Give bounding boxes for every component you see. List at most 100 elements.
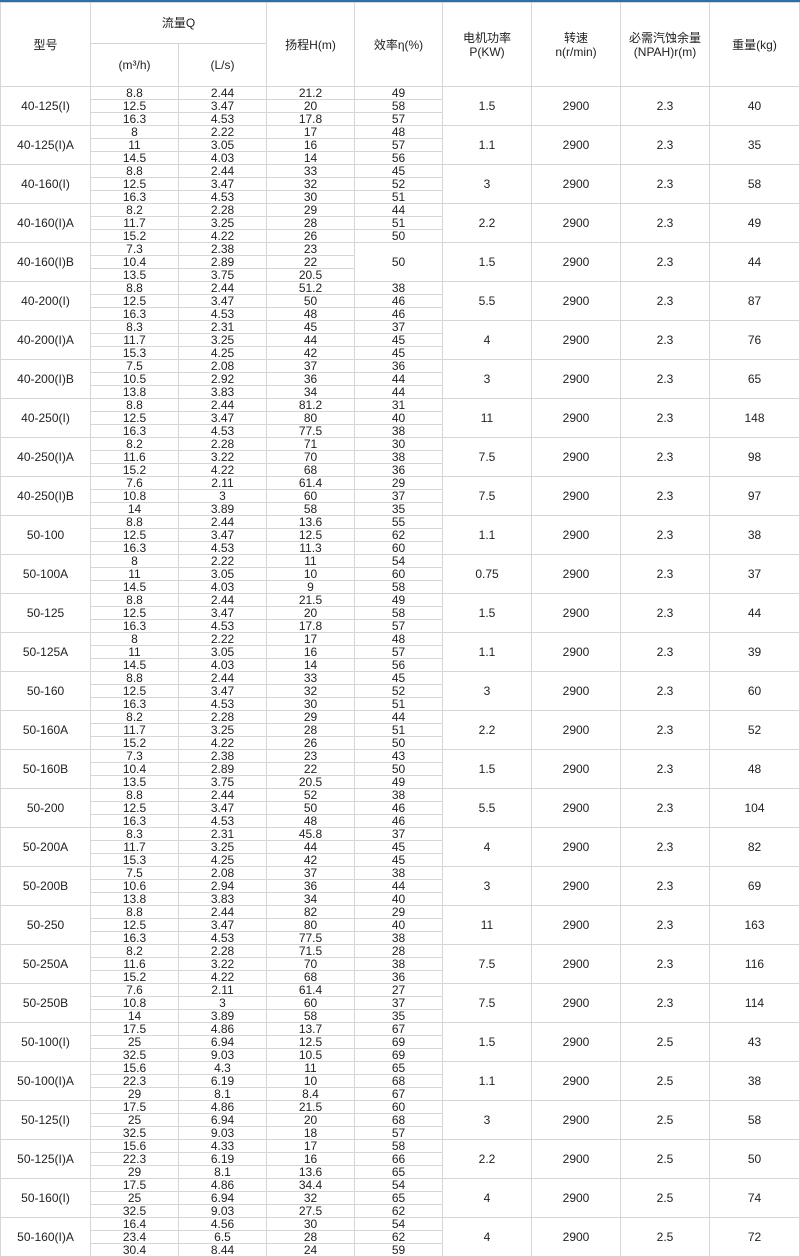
weight-cell: 58 <box>709 164 800 204</box>
efficiency-cell: 50 <box>354 736 443 750</box>
flow-m3h-cell: 8.2 <box>90 944 179 958</box>
table-row: 32.5 9.03 10.5 69 <box>1 1048 800 1062</box>
weight-cell: 58 <box>709 1100 800 1140</box>
npsh-cell: 2.3 <box>620 944 710 984</box>
model-cell: 50-100A <box>0 554 91 594</box>
head-cell: 28 <box>266 1230 355 1244</box>
speed-cell: 2900 <box>531 1061 621 1101</box>
speed-cell: 2900 <box>531 944 621 984</box>
flow-m3h-cell: 12.5 <box>90 684 179 698</box>
table-row: 50-125 8.8 2.44 21.5 49 1.5 2900 2.3 44 <box>0 593 800 633</box>
flow-ls-cell: 6.94 <box>178 1113 267 1127</box>
power-cell: 4 <box>442 1178 532 1218</box>
flow-ls-cell: 4.22 <box>178 970 267 984</box>
efficiency-cell: 44 <box>354 372 443 386</box>
weight-cell: 44 <box>709 242 800 282</box>
npsh-cell: 2.3 <box>620 359 710 399</box>
flow-ls-cell: 9.03 <box>178 1126 267 1140</box>
head-cell: 68 <box>266 970 355 984</box>
power-cell: 7.5 <box>442 944 532 984</box>
head-cell: 9 <box>266 580 355 594</box>
header-npsh-label: 必需汽蚀余量 <box>628 30 701 45</box>
head-cell: 82 <box>266 905 355 919</box>
flow-ls-cell: 3 <box>178 489 267 503</box>
weight-cell: 76 <box>709 320 800 360</box>
flow-ls-cell: 8.1 <box>178 1087 267 1101</box>
efficiency-cell: 68 <box>354 1074 443 1088</box>
flow-ls-cell: 2.44 <box>178 905 267 919</box>
head-cell: 23 <box>266 749 355 763</box>
speed-cell: 2900 <box>531 1178 621 1218</box>
flow-m3h-cell: 30.4 <box>90 1243 179 1257</box>
flow-m3h-cell: 16.3 <box>90 112 179 126</box>
flow-ls-cell: 3 <box>178 996 267 1010</box>
flow-m3h-cell: 12.5 <box>90 606 179 620</box>
npsh-cell: 2.3 <box>620 749 710 789</box>
efficiency-cell: 38 <box>354 931 443 945</box>
head-cell: 16 <box>266 645 355 659</box>
table-header: 型号 流量Q 扬程H(m) 效率η(%) 电机功率 P(KW) 转速 n(r/m… <box>0 2 800 87</box>
efficiency-cell: 29 <box>354 476 443 490</box>
flow-ls-cell: 6.19 <box>178 1074 267 1088</box>
power-cell: 11 <box>442 398 532 438</box>
efficiency-cell: 57 <box>354 138 443 152</box>
npsh-cell: 2.3 <box>620 125 710 165</box>
flow-m3h-cell: 7.5 <box>90 359 179 373</box>
efficiency-cell: 50 <box>354 242 443 282</box>
flow-m3h-cell: 16.3 <box>90 814 179 828</box>
efficiency-cell: 37 <box>354 320 443 334</box>
efficiency-cell: 54 <box>354 554 443 568</box>
head-cell: 20 <box>266 99 355 113</box>
power-cell: 1.1 <box>442 125 532 165</box>
table-row: 40-125(I)A 8 2.22 17 48 1.1 2900 2.3 35 <box>0 125 800 165</box>
power-cell: 5.5 <box>442 788 532 828</box>
flow-m3h-cell: 15.2 <box>90 736 179 750</box>
model-cell: 50-160(I)A <box>0 1217 91 1257</box>
flow-m3h-cell: 16.4 <box>90 1217 179 1231</box>
efficiency-cell: 40 <box>354 892 443 906</box>
flow-m3h-cell: 8 <box>90 125 179 139</box>
head-cell: 44 <box>266 333 355 347</box>
flow-ls-cell: 4.3 <box>178 1061 267 1075</box>
flow-ls-cell: 2.38 <box>178 749 267 763</box>
table-row: 25 6.94 20 68 <box>1 1113 800 1127</box>
weight-cell: 44 <box>709 593 800 633</box>
head-cell: 22 <box>266 255 355 269</box>
efficiency-cell: 56 <box>354 151 443 165</box>
flow-m3h-cell: 13.8 <box>90 385 179 399</box>
efficiency-cell: 66 <box>354 1152 443 1166</box>
header-npsh-unit: (NPAH)r(m) <box>633 44 697 59</box>
flow-m3h-cell: 7.3 <box>90 749 179 763</box>
speed-cell: 2900 <box>531 164 621 204</box>
model-cell: 40-250(I)A <box>0 437 91 477</box>
speed-cell: 2900 <box>531 749 621 789</box>
head-cell: 16 <box>266 1152 355 1166</box>
flow-ls-cell: 3.75 <box>178 268 267 282</box>
efficiency-cell: 49 <box>354 775 443 789</box>
flow-m3h-cell: 22.3 <box>90 1152 179 1166</box>
head-cell: 32 <box>266 684 355 698</box>
speed-cell: 2900 <box>531 788 621 828</box>
flow-ls-cell: 4.25 <box>178 346 267 360</box>
flow-m3h-cell: 8.8 <box>90 905 179 919</box>
flow-ls-cell: 3.25 <box>178 840 267 854</box>
efficiency-cell: 43 <box>354 749 443 763</box>
weight-cell: 48 <box>709 749 800 789</box>
model-cell: 50-160B <box>0 749 91 789</box>
table-row: 14.5 4.03 14 56 <box>1 151 800 165</box>
efficiency-cell: 60 <box>354 567 443 581</box>
flow-ls-cell: 2.44 <box>178 515 267 529</box>
power-cell: 1.1 <box>442 1061 532 1101</box>
efficiency-cell: 30 <box>354 437 443 451</box>
flow-m3h-cell: 15.2 <box>90 463 179 477</box>
flow-ls-cell: 4.53 <box>178 931 267 945</box>
flow-m3h-cell: 12.5 <box>90 99 179 113</box>
flow-m3h-cell: 25 <box>90 1191 179 1205</box>
efficiency-cell: 60 <box>354 1100 443 1114</box>
table-row: 40-250(I)A 8.2 2.28 71 30 7.5 2900 2.3 98 <box>0 437 800 477</box>
efficiency-cell: 38 <box>354 450 443 464</box>
head-cell: 80 <box>266 411 355 425</box>
efficiency-cell: 31 <box>354 398 443 412</box>
flow-m3h-cell: 32.5 <box>90 1204 179 1218</box>
efficiency-cell: 67 <box>354 1022 443 1036</box>
